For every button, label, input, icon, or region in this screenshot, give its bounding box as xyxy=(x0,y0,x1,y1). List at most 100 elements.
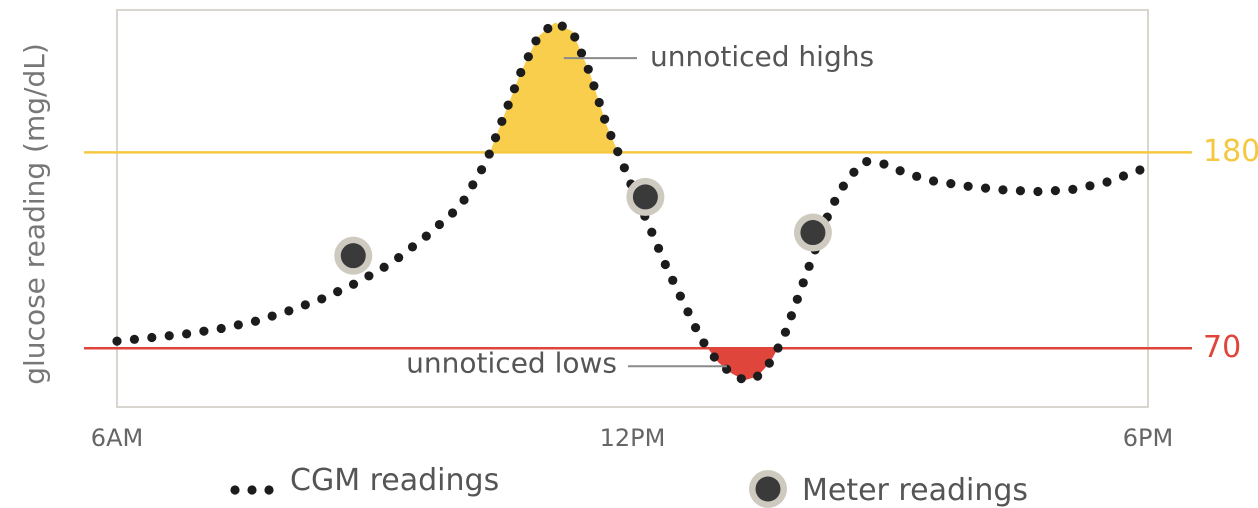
cgm-point xyxy=(675,291,685,301)
cgm-point xyxy=(946,179,956,189)
x-tick-label: 12PM xyxy=(600,424,666,452)
low-threshold-label: 70 xyxy=(1203,330,1241,365)
cgm-point xyxy=(1068,184,1078,194)
cgm-point xyxy=(804,261,814,271)
cgm-point xyxy=(895,166,905,176)
cgm-point xyxy=(509,84,520,94)
threshold-lines: 180 70 xyxy=(84,134,1258,365)
cgm-point xyxy=(233,320,243,330)
cgm-point xyxy=(1015,186,1026,196)
cgm-point xyxy=(250,316,261,326)
cgm-point xyxy=(690,322,701,333)
cgm-point xyxy=(619,163,629,173)
cgm-point xyxy=(182,329,192,339)
cgm-point xyxy=(516,67,526,78)
legend-cgm-dot xyxy=(230,485,240,495)
cgm-point xyxy=(570,32,580,42)
cgm-point xyxy=(668,275,678,285)
cgm-point xyxy=(364,271,374,281)
cgm-point xyxy=(583,64,593,74)
cgm-point xyxy=(557,21,567,31)
annotations: unnoticed highs unnoticed lows xyxy=(406,40,874,379)
cgm-point xyxy=(490,133,501,143)
cgm-point xyxy=(503,100,513,110)
legend-meter-label: Meter readings xyxy=(802,473,1028,508)
cgm-point xyxy=(849,167,859,177)
cgm-point xyxy=(317,294,327,304)
cgm-point xyxy=(1033,186,1043,197)
cgm-point xyxy=(998,185,1008,195)
x-tick-label: 6PM xyxy=(1123,424,1173,452)
cgm-point xyxy=(379,262,389,272)
cgm-point xyxy=(830,196,840,206)
cgm-point xyxy=(1085,181,1095,191)
cgm-point xyxy=(838,181,848,191)
cgm-point xyxy=(764,358,774,368)
cgm-point xyxy=(267,311,277,321)
cgm-point xyxy=(780,327,791,337)
x-axis-ticks: 6AM 12PM 6PM xyxy=(91,424,1173,452)
unnoticed-areas xyxy=(490,22,778,381)
cgm-point xyxy=(576,48,587,58)
cgm-point xyxy=(531,36,541,46)
cgm-point xyxy=(434,219,445,230)
cgm-point xyxy=(792,294,802,304)
plot-frame xyxy=(116,9,1149,408)
cgm-point xyxy=(963,181,973,191)
cgm-point xyxy=(736,374,746,384)
cgm-point xyxy=(589,81,599,91)
cgm-point xyxy=(497,116,507,127)
cgm-point xyxy=(129,334,140,344)
cgm-point xyxy=(348,279,359,289)
cgm-point xyxy=(147,332,157,343)
meter-point-dot xyxy=(800,220,826,246)
cgm-point xyxy=(199,326,209,336)
meter-point-dot xyxy=(632,184,658,210)
cgm-point xyxy=(333,287,343,297)
cgm-point xyxy=(394,252,404,263)
cgm-point xyxy=(164,331,174,341)
meter-point xyxy=(793,213,832,252)
cgm-point xyxy=(476,165,487,175)
cgm-point xyxy=(421,231,431,241)
meter-point-dot xyxy=(340,243,366,269)
cgm-point xyxy=(468,180,478,190)
cgm-point xyxy=(1050,185,1060,196)
meter-point xyxy=(334,236,373,275)
cgm-point xyxy=(112,336,122,346)
cgm-point xyxy=(928,176,939,186)
unnoticed-lows-area xyxy=(708,348,778,381)
cgm-point xyxy=(653,243,664,253)
y-axis-label: glucose reading (mg/dL) xyxy=(18,43,51,385)
x-tick-label: 6AM xyxy=(91,424,143,452)
cgm-point xyxy=(980,183,991,193)
cgm-point xyxy=(862,156,872,167)
cgm-point xyxy=(709,352,719,362)
high-threshold-label: 180 xyxy=(1203,134,1258,169)
cgm-point xyxy=(786,311,796,321)
cgm-point xyxy=(216,323,226,334)
legend-cgm-dot xyxy=(264,485,274,495)
cgm-point xyxy=(660,259,670,270)
annotation-lows: unnoticed lows xyxy=(406,346,617,379)
cgm-point xyxy=(523,52,533,62)
annotation-highs: unnoticed highs xyxy=(650,40,874,73)
cgm-point xyxy=(773,343,783,353)
cgm-point xyxy=(879,159,889,169)
meter-series xyxy=(334,177,832,275)
cgm-point xyxy=(606,130,616,141)
cgm-point xyxy=(484,149,494,159)
cgm-point xyxy=(912,171,922,181)
cgm-point xyxy=(647,227,657,237)
meter-point xyxy=(626,177,665,216)
legend-meter-marker xyxy=(749,470,787,508)
legend: CGM readings Meter readings xyxy=(230,463,1028,508)
cgm-point xyxy=(798,278,808,288)
cgm-point xyxy=(600,114,610,124)
cgm-point xyxy=(683,307,693,317)
unnoticed-highs-area xyxy=(490,22,618,153)
cgm-point xyxy=(543,23,553,34)
legend-cgm-dot xyxy=(247,485,257,495)
cgm-point xyxy=(613,146,623,157)
